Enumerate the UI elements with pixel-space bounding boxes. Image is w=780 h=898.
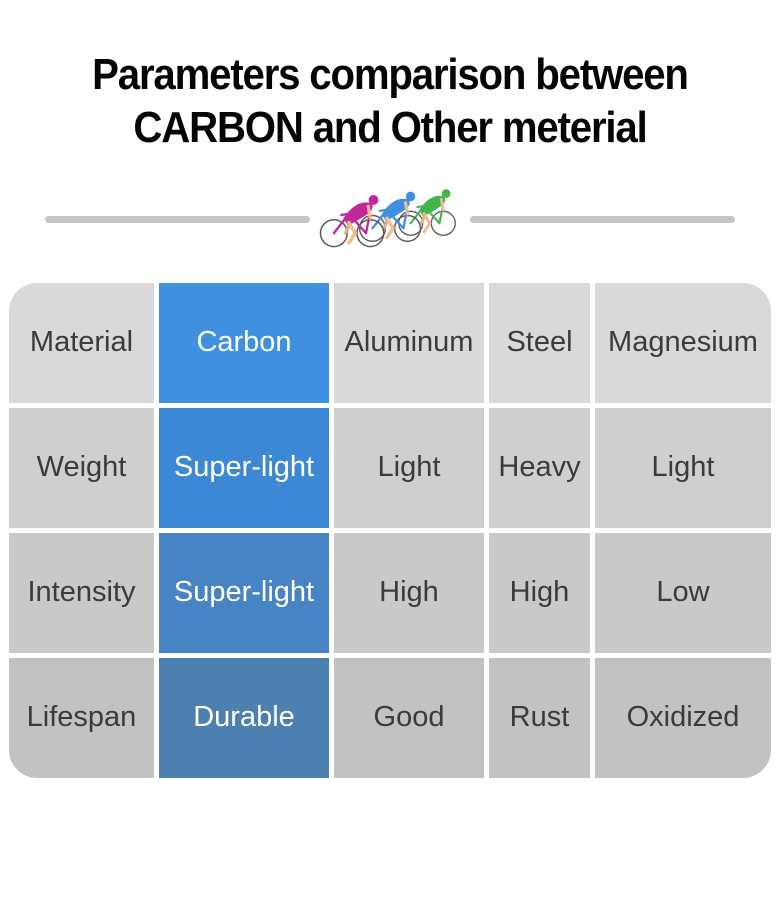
- table-cell-r4-c1: Lifespan: [9, 657, 154, 778]
- title-line-1: Parameters comparison between: [92, 49, 689, 99]
- comparison-table: Material Carbon Aluminum Steel Magnesium Weig…: [9, 282, 771, 778]
- table-cell-r2-c3: Light: [334, 407, 484, 528]
- table-cell-r2-c1: Weight: [9, 407, 154, 528]
- divider-bar-left: [45, 216, 310, 224]
- page-title: Parameters comparison between CARBON and…: [0, 48, 780, 155]
- cyclists-racing-icon: [318, 187, 457, 248]
- divider-bar-right: [470, 216, 735, 224]
- section-divider: [0, 181, 780, 251]
- table-cell-r3-c4: High: [489, 532, 590, 653]
- table-cell-r4-c5: Oxidized: [595, 657, 771, 778]
- table-cell-r1-c4: Steel: [489, 282, 590, 403]
- table-cell-r4-c4: Rust: [489, 657, 590, 778]
- table-cell-r3-c2: Super-light: [159, 532, 329, 653]
- table-cell-r1-c3: Aluminum: [334, 282, 484, 403]
- table-cell-r4-c3: Good: [334, 657, 484, 778]
- table-cell-r1-c5: Magnesium: [595, 282, 771, 403]
- table-cell-r2-c4: Heavy: [489, 407, 590, 528]
- table-cell-r3-c5: Low: [595, 532, 771, 653]
- table-cell-r2-c5: Light: [595, 407, 771, 528]
- table-cell-r1-c2: Carbon: [159, 282, 329, 403]
- table-cell-r4-c2: Durable: [159, 657, 329, 778]
- table-cell-r3-c3: High: [334, 532, 484, 653]
- table-cell-r3-c1: Intensity: [9, 532, 154, 653]
- table-cell-r2-c2: Super-light: [159, 407, 329, 528]
- table-cell-r1-c1: Material: [9, 282, 154, 403]
- title-line-2: CARBON and Other meterial: [133, 102, 647, 152]
